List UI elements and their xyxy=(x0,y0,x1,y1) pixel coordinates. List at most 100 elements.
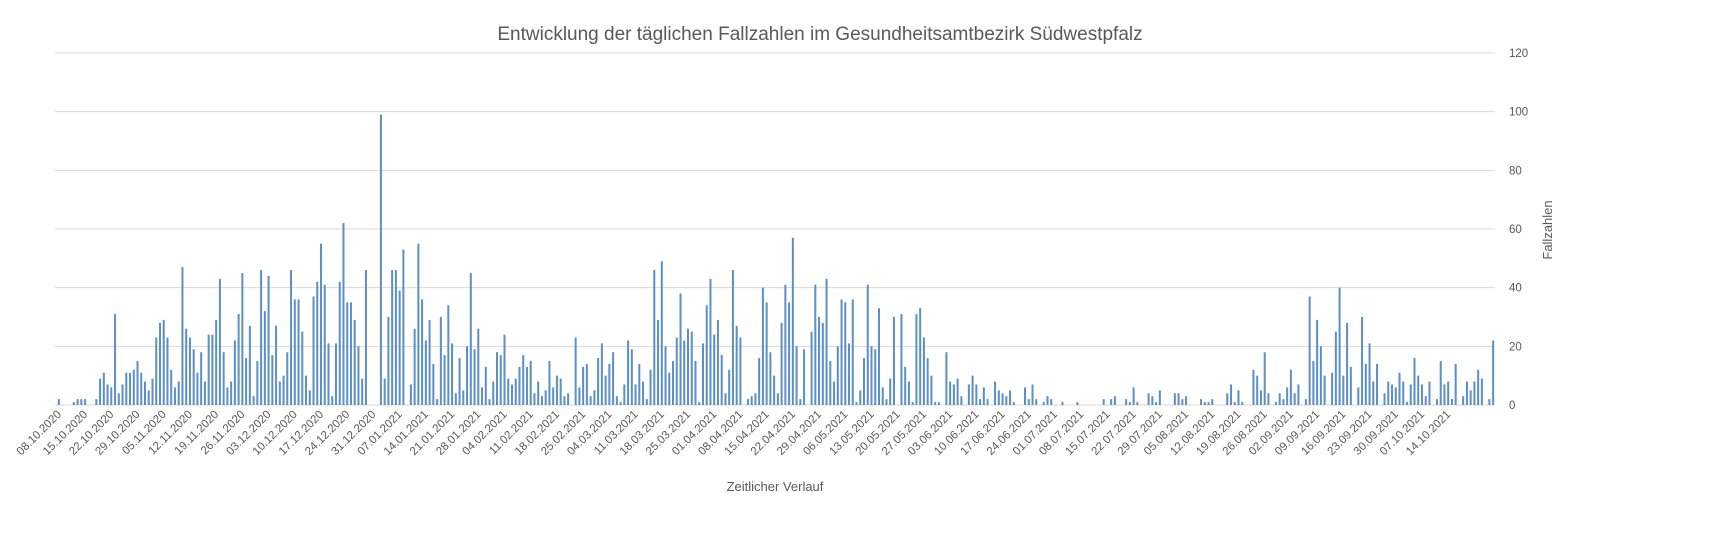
bar xyxy=(421,299,424,405)
bar xyxy=(439,317,442,405)
bar xyxy=(1376,363,1379,405)
bar xyxy=(593,390,596,405)
bar xyxy=(780,322,783,405)
bar xyxy=(364,270,367,405)
bar xyxy=(1492,340,1495,405)
bar xyxy=(1405,402,1408,405)
bar xyxy=(994,381,997,405)
bar xyxy=(840,299,843,405)
bar xyxy=(158,322,161,405)
bar xyxy=(859,390,862,405)
bar xyxy=(713,334,716,405)
bar xyxy=(638,363,641,405)
bar xyxy=(892,317,895,405)
bar xyxy=(488,399,491,405)
bar xyxy=(342,223,345,405)
bar xyxy=(316,281,319,405)
bar xyxy=(791,237,794,405)
bar xyxy=(563,396,566,405)
bar xyxy=(982,387,985,405)
bar xyxy=(76,399,79,405)
bar xyxy=(1035,399,1038,405)
bar xyxy=(1413,358,1416,405)
bar xyxy=(357,346,360,405)
bar xyxy=(211,334,214,405)
bar xyxy=(952,384,955,405)
bar xyxy=(1308,296,1311,405)
bar xyxy=(1424,396,1427,405)
bar xyxy=(1443,384,1446,405)
bar xyxy=(645,399,648,405)
bar xyxy=(1316,319,1319,405)
bar xyxy=(1394,387,1397,405)
bar xyxy=(960,396,963,405)
bar xyxy=(533,393,536,405)
y-tick-label: 120 xyxy=(1509,48,1528,60)
bar xyxy=(349,302,352,405)
bar xyxy=(731,270,734,405)
bar xyxy=(218,278,221,405)
bar xyxy=(675,337,678,405)
bar xyxy=(1462,396,1465,405)
bar xyxy=(537,381,540,405)
bar xyxy=(615,396,618,405)
bar xyxy=(705,305,708,405)
bar xyxy=(795,346,798,405)
bar xyxy=(102,372,105,405)
bar xyxy=(1398,372,1401,405)
bar xyxy=(72,402,75,405)
bar xyxy=(454,393,457,405)
bar xyxy=(466,346,469,405)
bar xyxy=(379,114,382,405)
bar xyxy=(934,402,937,405)
bar xyxy=(555,375,558,405)
bar xyxy=(394,270,397,405)
bar xyxy=(1200,399,1203,405)
bar xyxy=(724,393,727,405)
bar xyxy=(926,358,929,405)
bar xyxy=(245,358,248,405)
bar xyxy=(814,284,817,405)
bar xyxy=(428,319,431,405)
bar xyxy=(525,366,528,405)
bar xyxy=(436,399,439,405)
bar xyxy=(492,381,495,405)
bar xyxy=(84,399,87,405)
bar xyxy=(1185,396,1188,405)
bar xyxy=(672,361,675,405)
bar xyxy=(417,243,420,405)
bar xyxy=(308,390,311,405)
bar xyxy=(1005,396,1008,405)
bar xyxy=(125,372,128,405)
bar xyxy=(181,267,184,405)
bar xyxy=(383,378,386,405)
bar xyxy=(608,363,611,405)
bar xyxy=(686,328,689,405)
bar xyxy=(413,328,416,405)
bar xyxy=(95,399,98,405)
bars xyxy=(57,114,1495,405)
y-tick-label: 0 xyxy=(1509,400,1515,412)
bar xyxy=(252,396,255,405)
bar xyxy=(758,358,761,405)
bar xyxy=(937,402,940,405)
bar xyxy=(503,334,506,405)
bar xyxy=(582,366,585,405)
bar xyxy=(604,375,607,405)
bar xyxy=(207,334,210,405)
bar xyxy=(855,402,858,405)
bar xyxy=(904,366,907,405)
bar xyxy=(694,361,697,405)
bar xyxy=(241,273,244,405)
bar xyxy=(1050,399,1053,405)
bar xyxy=(1147,393,1150,405)
bar xyxy=(226,387,229,405)
bar xyxy=(877,308,880,405)
bar xyxy=(1293,393,1296,405)
bar xyxy=(140,372,143,405)
bar xyxy=(1207,402,1210,405)
bar xyxy=(361,378,364,405)
bar xyxy=(398,290,401,405)
bar xyxy=(1391,384,1394,405)
bar xyxy=(1181,399,1184,405)
